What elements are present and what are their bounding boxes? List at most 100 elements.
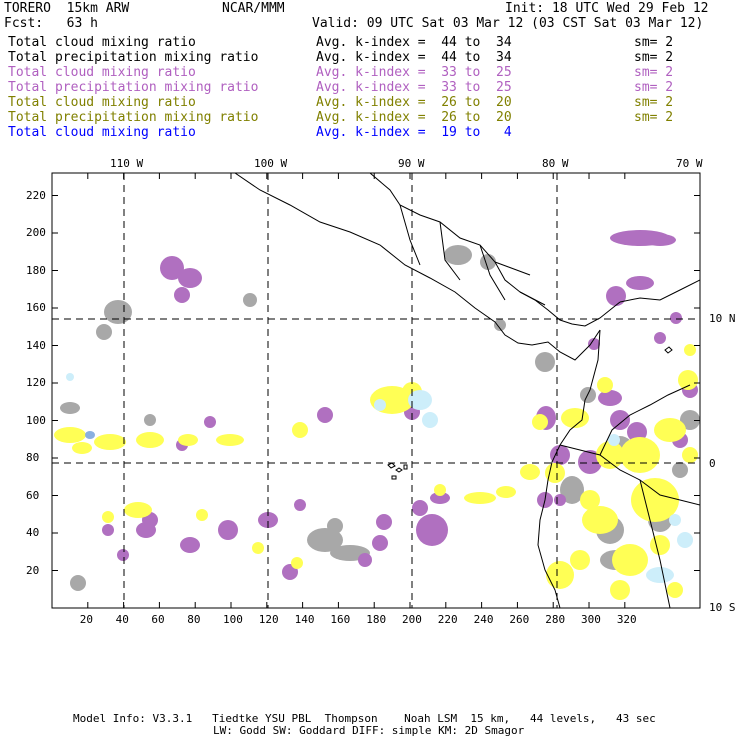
cloud-blob: [327, 518, 343, 534]
cloud-blob: [612, 544, 648, 576]
plot-frame: [51, 172, 701, 609]
axis-ticks: [52, 173, 700, 608]
legend-kindex: Avg. k-index = 44 to 34: [316, 35, 512, 50]
cloud-blob: [561, 408, 589, 428]
coastline: [369, 173, 621, 327]
cloud-blob: [684, 344, 696, 356]
cloud-blob: [570, 550, 590, 570]
legend-kindex: Avg. k-index = 33 to 25: [316, 80, 512, 95]
x-tick-label: 260: [509, 613, 530, 626]
legend-smoothing: sm= 2: [634, 95, 674, 110]
coastline: [387, 462, 396, 469]
coastline: [639, 479, 671, 608]
legend-smoothing: sm= 2: [634, 80, 674, 95]
y-tick-label: 160: [26, 301, 46, 314]
cloud-blob: [124, 502, 152, 518]
cloud-blob: [243, 293, 257, 307]
cloud-blob: [102, 511, 114, 523]
forecast-hour: Fcst: 63 h: [4, 16, 98, 31]
cloud-blob: [144, 414, 156, 426]
cloud-blob: [626, 276, 654, 290]
y-tick-label: 40: [26, 526, 40, 539]
legend-name: Total precipitation mixing ratio: [8, 80, 259, 95]
x-tick-label: 220: [437, 613, 458, 626]
legend-kindex: Avg. k-index = 33 to 25: [316, 65, 512, 80]
cloud-blob: [546, 561, 574, 589]
cloud-blob: [610, 410, 630, 430]
cloud-blob: [598, 390, 622, 406]
legend-name: Total precipitation mixing ratio: [8, 50, 259, 65]
model-info-line1: Model Info: V3.3.1 Tiedtke YSU PBL Thomp…: [73, 712, 656, 725]
legend-name: Total precipitation mixing ratio: [8, 110, 259, 125]
cloud-blob: [358, 553, 372, 567]
y-tick-label: 180: [26, 263, 46, 277]
coastline: [403, 464, 408, 470]
cloud-blob: [646, 567, 674, 583]
coastline: [439, 221, 461, 281]
org-label: NCAR/MMM: [222, 1, 285, 16]
y-tick-label: 100: [26, 413, 46, 427]
cloud-blob: [654, 418, 686, 442]
y-tick-label: 220: [26, 188, 46, 202]
y-tick-label: 60: [26, 488, 40, 502]
coastline: [519, 291, 546, 306]
cloud-blob: [677, 532, 693, 548]
legend-kindex: Avg. k-index = 44 to 34: [316, 50, 512, 65]
cloud-blob: [464, 492, 496, 504]
cloud-blob: [669, 514, 681, 526]
cloud-blob: [70, 575, 86, 591]
valid-time: Valid: 09 UTC Sat 03 Mar 12 (03 CST Sat …: [312, 16, 704, 31]
latitude-label: 0: [709, 457, 716, 470]
cloud-blob: [535, 352, 555, 372]
coastline: [234, 173, 601, 361]
cloud-blob: [654, 332, 666, 344]
x-tick-label: 120: [258, 613, 279, 626]
cloud-fields: [54, 230, 700, 600]
cloud-blob: [374, 399, 386, 411]
cloud-blob: [412, 500, 428, 516]
cloud-blob: [606, 286, 626, 306]
x-tick-label: 200: [402, 613, 422, 626]
longitude-label: 90 W: [398, 157, 425, 170]
cloud-blob: [204, 416, 216, 428]
x-tick-label: 280: [545, 613, 566, 626]
cloud-blob: [667, 582, 683, 598]
cloud-blob: [376, 514, 392, 530]
x-tick-label: 40: [115, 613, 129, 626]
longitude-label: 110 W: [110, 157, 144, 170]
cloud-blob: [60, 402, 80, 414]
longitude-label: 80 W: [542, 157, 569, 170]
cloud-blob: [94, 434, 126, 450]
y-tick-label: 200: [26, 226, 46, 239]
coastline: [494, 261, 531, 276]
cloud-blob: [54, 427, 86, 443]
x-tick-label: 20: [79, 613, 94, 626]
legend-kindex: Avg. k-index = 19 to 4: [316, 125, 512, 140]
coastline: [599, 384, 691, 456]
cloud-blob: [580, 490, 600, 510]
cloud-blob: [174, 287, 190, 303]
cloud-blob: [258, 512, 278, 528]
y-tick-label: 20: [26, 563, 40, 577]
cloud-blob: [650, 535, 670, 555]
cloud-blob: [178, 268, 202, 288]
cloud-blob: [560, 476, 584, 504]
cloud-blob: [196, 509, 208, 521]
cloud-blob: [292, 422, 308, 438]
cloud-blob: [631, 478, 679, 522]
cloud-blob: [496, 486, 516, 498]
cloud-blob: [680, 410, 700, 430]
x-tick-label: 160: [330, 613, 351, 626]
cloud-blob: [672, 462, 688, 478]
legend-kindex: Avg. k-index = 26 to 20: [316, 95, 512, 110]
cloud-blob: [96, 324, 112, 340]
cloud-blob: [160, 256, 184, 280]
cloud-blob: [66, 373, 74, 381]
cloud-blob: [180, 537, 200, 553]
latitude-label: 10 S: [709, 601, 736, 614]
cloud-blob: [554, 494, 566, 506]
legend-smoothing: sm= 2: [634, 65, 674, 80]
model-title: TORERO 15km ARW: [4, 1, 130, 16]
cloud-blob: [218, 520, 238, 540]
legend-name: Total cloud mixing ratio: [8, 95, 196, 110]
